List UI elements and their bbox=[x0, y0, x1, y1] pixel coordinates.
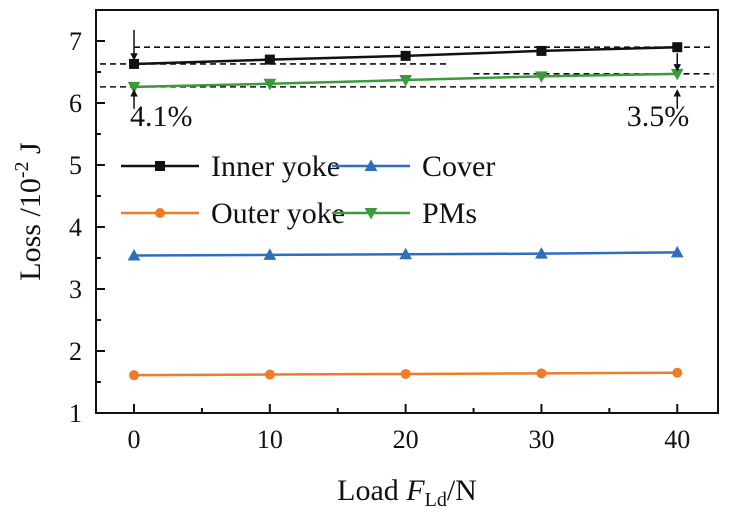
circle-marker bbox=[129, 370, 140, 381]
percent-annotation: 4.1% bbox=[130, 100, 193, 133]
circle-marker bbox=[672, 367, 683, 378]
y-tick-label: 6 bbox=[69, 89, 82, 118]
circle-marker bbox=[536, 368, 547, 379]
circle-marker bbox=[264, 369, 275, 380]
triangle-up-marker bbox=[127, 248, 141, 261]
triangle-up-marker bbox=[535, 247, 548, 259]
series-cover bbox=[127, 245, 684, 261]
square-marker bbox=[155, 161, 165, 171]
y-axis-label-text: Loss /10 bbox=[14, 178, 47, 281]
legend-label: Outer yoke bbox=[211, 197, 345, 230]
x-axis-label-var: F bbox=[405, 474, 425, 507]
x-axis-label-unit: /N bbox=[447, 474, 477, 507]
x-axis-label-sub: Ld bbox=[425, 489, 447, 511]
y-tick-label: 1 bbox=[69, 399, 82, 428]
square-marker bbox=[672, 42, 683, 53]
legend-label: PMs bbox=[422, 197, 477, 230]
square-marker bbox=[129, 58, 140, 69]
legend-item-pms: PMs bbox=[332, 197, 477, 230]
x-tick-label: 20 bbox=[393, 425, 419, 454]
ticks: 0 10 20 30 40 1 2 3 4 5 6 7 bbox=[69, 9, 690, 454]
y-axis-label-unit: J bbox=[14, 142, 47, 162]
y-tick-label: 4 bbox=[69, 213, 82, 242]
series-inner-yoke bbox=[129, 42, 683, 69]
y-tick-label: 2 bbox=[69, 337, 82, 366]
y-tick-label: 7 bbox=[69, 27, 82, 56]
triangle-up-marker bbox=[670, 245, 684, 258]
annotations: 4.1% 3.5% bbox=[130, 29, 690, 133]
triangle-up-marker bbox=[399, 247, 412, 260]
triangle-up-marker bbox=[364, 159, 378, 171]
legend: Inner yoke Cover Outer yoke PMs bbox=[121, 150, 495, 230]
axes bbox=[95, 9, 719, 414]
percent-annotation: 3.5% bbox=[627, 100, 690, 133]
y-axis-label: Loss /10-2 J bbox=[11, 142, 47, 281]
y-tick-label: 3 bbox=[69, 275, 82, 304]
triangle-down-marker bbox=[399, 75, 412, 87]
legend-label: Inner yoke bbox=[211, 150, 340, 183]
x-tick-label: 30 bbox=[528, 425, 554, 454]
series-outer-yoke bbox=[129, 367, 683, 381]
circle-marker bbox=[155, 208, 165, 218]
triangle-down-marker bbox=[535, 71, 548, 83]
triangle-down-marker bbox=[364, 208, 378, 220]
plot-frame bbox=[95, 9, 719, 414]
x-tick-label: 10 bbox=[257, 425, 283, 454]
triangle-down-marker bbox=[127, 81, 141, 94]
series-pms bbox=[127, 68, 684, 94]
circle-marker bbox=[400, 368, 411, 379]
x-tick-label: 40 bbox=[664, 425, 690, 454]
series-layer bbox=[127, 42, 684, 381]
triangle-up-marker bbox=[263, 248, 277, 260]
square-marker bbox=[400, 50, 411, 61]
square-marker bbox=[536, 45, 547, 56]
y-tick-label: 5 bbox=[69, 151, 82, 180]
x-axis-label-text: Load bbox=[337, 474, 399, 507]
legend-label: Cover bbox=[422, 150, 495, 183]
square-marker bbox=[264, 54, 275, 65]
x-tick-label: 0 bbox=[128, 425, 141, 454]
y-axis-label-exp: -2 bbox=[11, 162, 33, 179]
triangle-down-marker bbox=[263, 78, 277, 91]
legend-item-outer-yoke: Outer yoke bbox=[121, 197, 345, 230]
legend-item-cover: Cover bbox=[332, 150, 495, 183]
x-axis-label: Load FLd/N bbox=[337, 474, 477, 511]
legend-item-inner-yoke: Inner yoke bbox=[121, 150, 340, 183]
